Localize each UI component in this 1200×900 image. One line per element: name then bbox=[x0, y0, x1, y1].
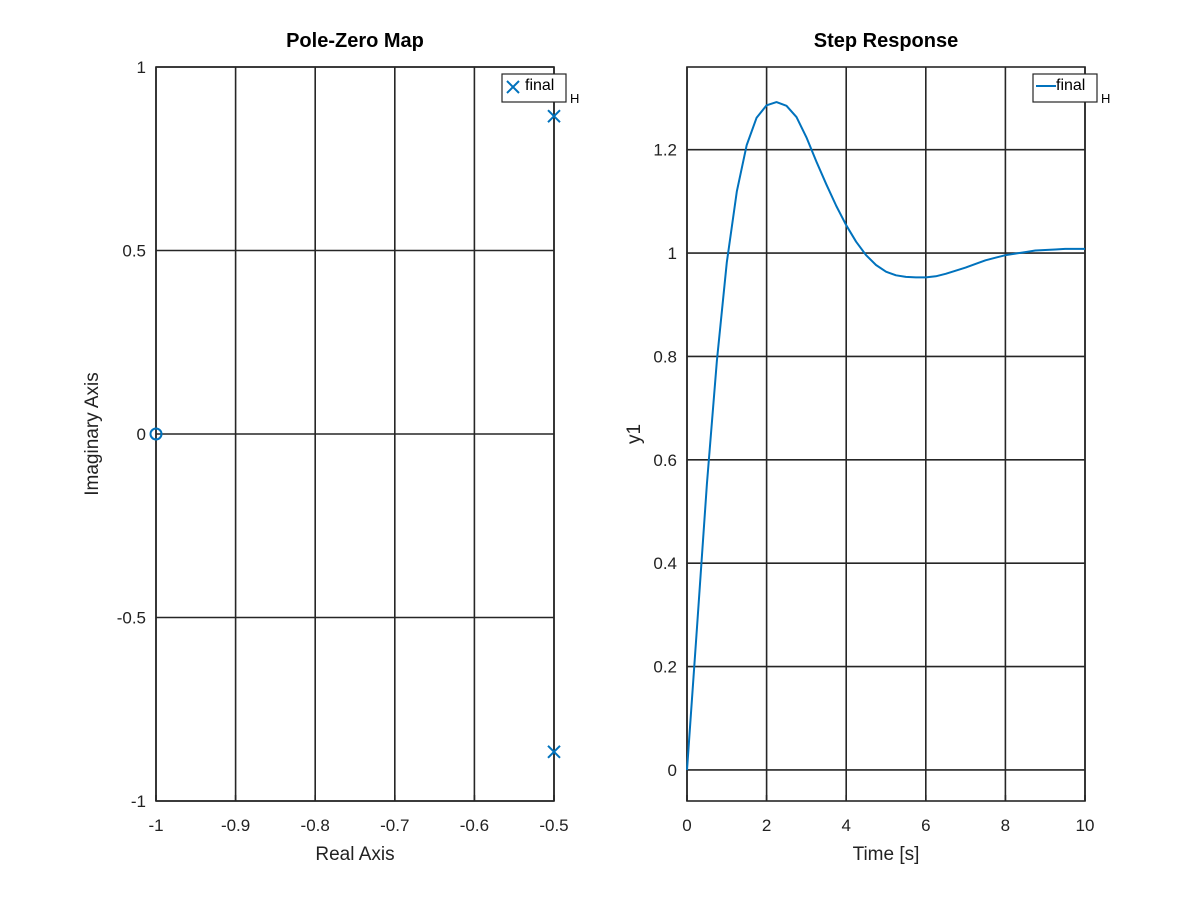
y-tick-label: 0 bbox=[668, 761, 677, 780]
y-tick-label: 0.4 bbox=[653, 554, 677, 573]
pole-zero-legend-label: final bbox=[525, 77, 554, 94]
y-tick-label: 0.8 bbox=[653, 347, 677, 366]
y-tick-label: 1 bbox=[668, 244, 677, 263]
pole-zero-markers bbox=[149, 109, 561, 759]
pole-zero-map-panel: -1 -0.9 -0.8 -0.7 -0.6 -0.5 -1 -0.5 0 0.5 1 Pole-Z… bbox=[82, 30, 579, 865]
y-tick-label: 1.2 bbox=[653, 141, 677, 160]
y-tick-label: 0.5 bbox=[122, 242, 146, 261]
step-response-legend-subscript: H bbox=[1101, 91, 1110, 106]
y-tick-label: 0 bbox=[137, 425, 146, 444]
step-response-ylabel: y1 bbox=[624, 424, 645, 444]
pole-marker bbox=[547, 109, 561, 123]
x-tick-label: -1 bbox=[148, 816, 163, 835]
x-tick-label: 2 bbox=[762, 816, 771, 835]
pole-zero-xlabel: Real Axis bbox=[315, 844, 394, 865]
pole-marker bbox=[547, 745, 561, 759]
step-response-xlabel: Time [s] bbox=[853, 844, 920, 865]
step-response-title: Step Response bbox=[814, 30, 958, 52]
y-tick-label: 0.2 bbox=[653, 658, 677, 677]
x-tick-label: 8 bbox=[1001, 816, 1010, 835]
pole-marker-stroke bbox=[547, 109, 561, 123]
x-tick-label: -0.5 bbox=[539, 816, 568, 835]
pole-marker-stroke bbox=[547, 745, 561, 759]
x-tick-label: -0.7 bbox=[380, 816, 409, 835]
pole-zero-plot-frame bbox=[155, 66, 555, 802]
step-response-panel: 0 2 4 6 8 10 0 0.2 0.4 0.6 0.8 1 1.2 Step Response T… bbox=[624, 30, 1110, 865]
y-tick-label: 1 bbox=[137, 58, 146, 77]
step-response-legend: final H bbox=[1032, 73, 1110, 106]
x-tick-label: -0.8 bbox=[301, 816, 330, 835]
x-tick-label: 6 bbox=[921, 816, 930, 835]
step-response-legend-label: final bbox=[1056, 77, 1085, 94]
x-tick-label: -0.6 bbox=[460, 816, 489, 835]
x-tick-label: 0 bbox=[682, 816, 691, 835]
pole-zero-legend: final H bbox=[501, 73, 579, 106]
pole-zero-title: Pole-Zero Map bbox=[286, 30, 424, 52]
y-tick-label: -0.5 bbox=[117, 609, 146, 628]
step-response-tick-labels: 0 2 4 6 8 10 0 0.2 0.4 0.6 0.8 1 1.2 bbox=[653, 141, 1094, 835]
x-tick-label: 10 bbox=[1076, 816, 1095, 835]
y-tick-label: 0.6 bbox=[653, 451, 677, 470]
legend-pole-stroke bbox=[506, 80, 520, 94]
pole-zero-legend-subscript: H bbox=[570, 91, 579, 106]
x-tick-label: -0.9 bbox=[221, 816, 250, 835]
pole-zero-ylabel: Imaginary Axis bbox=[82, 372, 103, 496]
x-tick-label: 4 bbox=[841, 816, 850, 835]
step-response-legend-box bbox=[1032, 73, 1098, 103]
step-response-plot-frame bbox=[686, 66, 1086, 802]
pole-zero-tick-labels: -1 -0.9 -0.8 -0.7 -0.6 -0.5 -1 -0.5 0 0.5 1 bbox=[117, 58, 569, 835]
step-response-curve bbox=[686, 101, 1085, 771]
zero-marker bbox=[149, 427, 163, 441]
y-tick-label: -1 bbox=[131, 792, 146, 811]
step-response-curve-layer bbox=[686, 101, 1085, 771]
pole-zero-legend-pole-marker bbox=[506, 80, 520, 94]
